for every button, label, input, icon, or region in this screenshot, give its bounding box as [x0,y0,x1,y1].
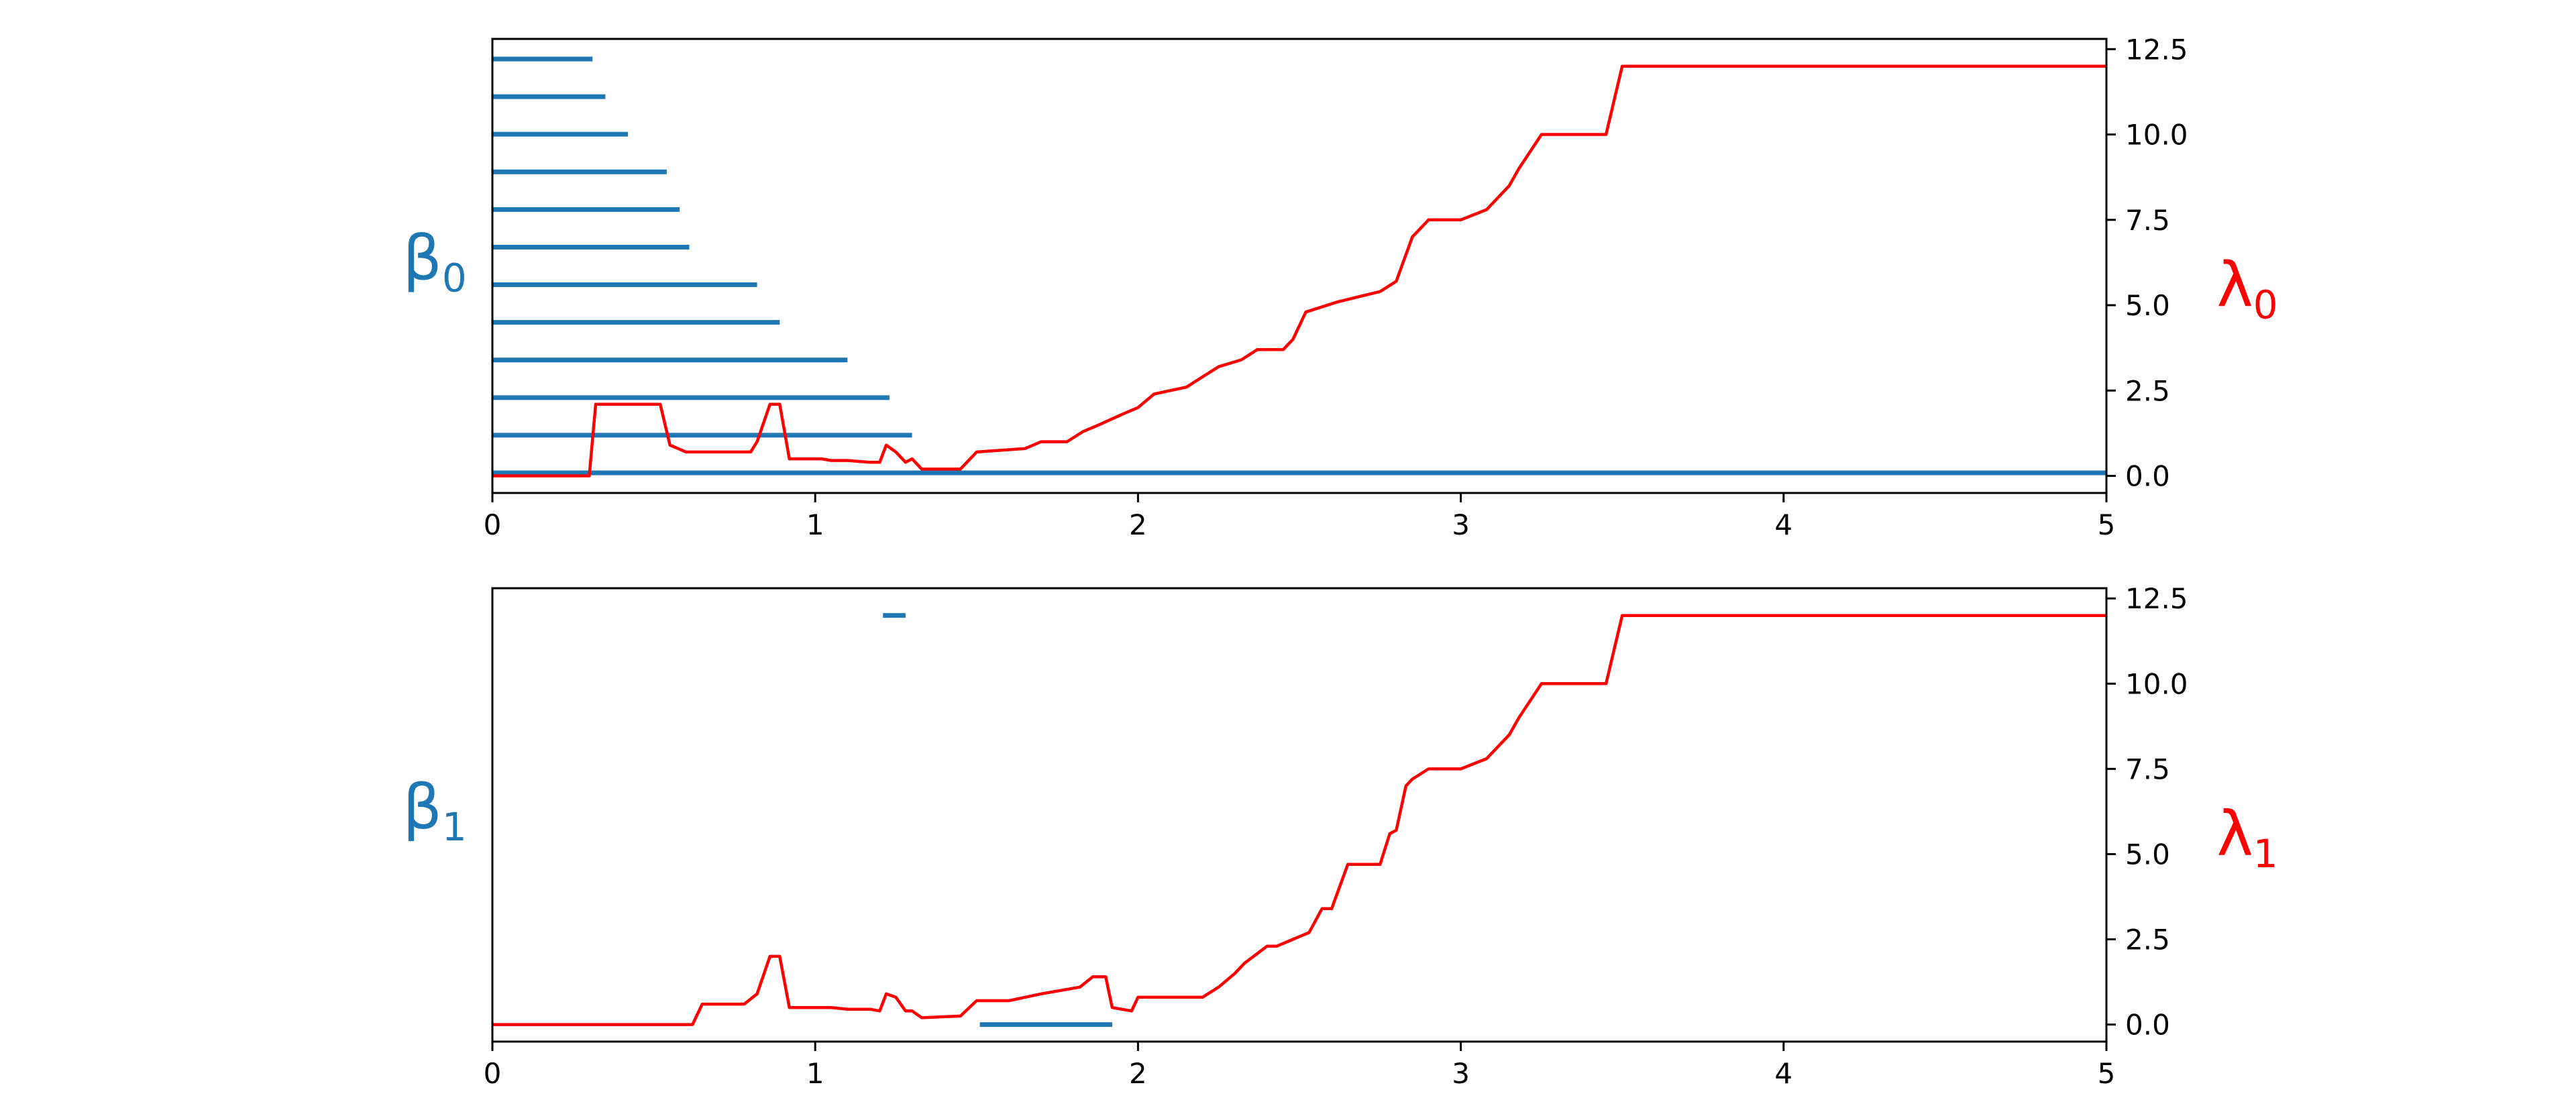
y-tick-label: 0.0 [2125,460,2170,493]
x-tick-label: 0 [484,1057,502,1090]
y-tick-label: 12.5 [2125,582,2188,615]
lambda-line [492,64,2106,478]
y-tick-label: 5.0 [2125,289,2170,322]
right-axis-label-sub: 0 [2253,282,2278,328]
x-tick-label: 5 [2098,1057,2116,1090]
left-axis-label-main: β [402,223,442,294]
plot-frame [491,38,2108,494]
x-tick-label: 2 [1129,1057,1147,1090]
y-tick-label: 7.5 [2125,204,2170,237]
panel-top: 0 1 2 3 4 50.02.55.07.510.012.5β0 λ0 [402,33,2277,541]
right-axis-label-main: λ [2216,798,2253,870]
y-tick-label: 7.5 [2125,753,2170,785]
left-axis-label-sub: 0 [442,256,467,301]
left-axis-label-sub: 1 [442,804,467,850]
panel-bottom: 0 1 2 3 4 50.02.55.07.510.012.5β1 λ1 [402,582,2277,1090]
left-axis-label: β1 [402,771,467,850]
x-tick-label: 4 [1774,1057,1792,1090]
y-tick-label: 2.5 [2125,374,2170,407]
x-tick-label: 1 [806,508,824,541]
y-tick-label: 10.0 [2125,119,2188,152]
right-axis-label: λ0 [2216,250,2277,328]
y-tick-label: 2.5 [2125,924,2170,956]
x-tick-label: 5 [2098,508,2116,541]
plot-frame [491,587,2108,1043]
x-tick-label: 3 [1452,1057,1470,1090]
lambda-line [492,614,2106,1026]
x-tick-label: 3 [1452,508,1470,541]
right-axis-label-sub: 1 [2253,831,2278,877]
x-tick-label: 1 [806,1057,824,1090]
y-tick-label: 0.0 [2125,1009,2170,1042]
right-axis-label-main: λ [2216,250,2253,321]
y-tick-label: 5.0 [2125,838,2170,871]
left-axis-label-main: β [402,771,442,843]
y-tick-label: 12.5 [2125,33,2188,66]
y-tick-label: 10.0 [2125,667,2188,700]
right-axis-label: λ1 [2216,798,2277,877]
x-tick-label: 4 [1774,508,1792,541]
x-tick-label: 0 [484,508,502,541]
left-axis-label: β0 [402,223,467,301]
x-tick-label: 2 [1129,508,1147,541]
